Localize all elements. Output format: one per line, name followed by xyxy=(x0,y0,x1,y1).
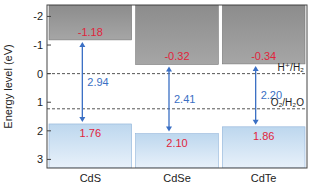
y-tick-label: -1 xyxy=(33,39,43,51)
arrow-head xyxy=(166,126,172,131)
y-tick-label: 1 xyxy=(37,96,43,108)
gap-arrow xyxy=(253,66,259,125)
gap-arrow xyxy=(79,42,85,122)
arrow-shaft xyxy=(255,69,256,122)
labels: -1.18 1.76 2.94 CdS -0.32 2.10 2.41 CdSe -0.34 1.… xyxy=(78,26,304,184)
valence-band xyxy=(222,127,305,168)
conduction-band xyxy=(136,5,219,64)
reference-line xyxy=(47,73,307,74)
arrow-head xyxy=(79,117,85,122)
arrow-head xyxy=(166,66,172,71)
y-tick xyxy=(47,130,51,131)
marks xyxy=(47,5,307,168)
y-tick xyxy=(47,73,51,74)
y-tick-label: 0 xyxy=(37,68,43,80)
conduction-band xyxy=(49,5,132,40)
y-tick xyxy=(47,16,51,17)
arrow-shaft xyxy=(82,45,83,119)
category-label: CdTe xyxy=(251,172,277,184)
category-label: CdSe xyxy=(163,172,191,184)
y-tick-label: -2 xyxy=(33,10,43,22)
category-label: CdS xyxy=(80,172,101,184)
vb-label: 1.76 xyxy=(80,127,101,139)
vb-label: 1.86 xyxy=(253,130,274,142)
conduction-band xyxy=(222,5,305,64)
reference-line xyxy=(47,108,307,109)
reference-label: H⁺/H₂ xyxy=(278,62,305,73)
gap-arrow xyxy=(166,66,172,131)
valence-band xyxy=(49,124,132,168)
vb-label: 2.10 xyxy=(166,137,187,149)
reference-label: O₂/H₂O xyxy=(271,97,305,108)
plot-frame xyxy=(47,5,307,168)
arrow-shaft xyxy=(168,69,169,128)
gap-label: 2.41 xyxy=(174,93,195,105)
y-tick xyxy=(47,45,51,46)
cb-label: -1.18 xyxy=(78,26,103,38)
valence-band xyxy=(136,134,219,168)
arrow-head xyxy=(79,42,85,47)
gap-label: 2.94 xyxy=(87,76,108,88)
y-axis-label: Energy level (eV) xyxy=(2,44,14,128)
cb-label: -0.32 xyxy=(164,50,189,62)
y-tick xyxy=(47,159,51,160)
y-tick xyxy=(47,102,51,103)
chart: -1.18 1.76 2.94 CdS -0.32 2.10 2.41 CdSe -0.34 1.… xyxy=(0,0,311,189)
y-tick-label: 2 xyxy=(37,125,43,137)
y-tick-label: 3 xyxy=(37,153,43,165)
arrow-head xyxy=(253,120,259,125)
arrow-head xyxy=(253,66,259,71)
cb-label: -0.34 xyxy=(251,50,276,62)
